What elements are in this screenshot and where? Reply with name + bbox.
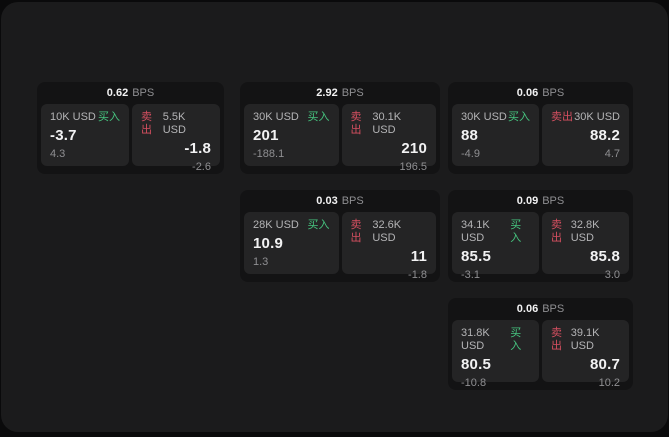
sell-size: 5.5K USD [162, 111, 186, 136]
buy-pane[interactable]: 34.1K USD 买入 85.5 -3.1 [452, 212, 539, 281]
buy-size: 28K USD [253, 219, 299, 231]
buy-side-label: 买入 [508, 111, 530, 123]
buy-side-label: 买入 [510, 219, 522, 244]
buy-price: 85.5 [461, 248, 491, 265]
sell-secondary-value: 196.5 [399, 161, 427, 173]
quote-body: 30K USD 买入 201 -188.1 卖出 30.1K USD 210 1… [240, 104, 440, 173]
bps-header: 0.03 BPS [240, 190, 440, 212]
sell-side-label: 卖出 [350, 111, 362, 136]
buy-price: 10.9 [253, 235, 283, 252]
sell-price: 80.7 [590, 356, 620, 373]
bps-value: 0.06 [516, 303, 539, 315]
quote-body: 30K USD 买入 88 -4.9 卖出 30K USD 88.2 4.7 [448, 104, 633, 170]
bps-unit: BPS [542, 303, 565, 315]
buy-secondary-value: 1.3 [253, 256, 269, 268]
sell-price: -1.8 [184, 140, 211, 157]
quote-card[interactable]: 0.03 BPS 28K USD 买入 10.9 1.3 卖出 32.6K US… [240, 190, 440, 282]
bps-value: 0.03 [316, 195, 338, 207]
buy-pane[interactable]: 28K USD 买入 10.9 1.3 [244, 212, 339, 274]
sell-size: 30.1K USD [372, 111, 402, 136]
buy-secondary-value: -4.9 [461, 148, 480, 160]
sell-side-label: 卖出 [141, 111, 152, 136]
sell-secondary-value: -1.8 [408, 269, 427, 281]
bps-unit: BPS [542, 87, 565, 99]
quote-body: 31.8K USD 买入 80.5 -10.8 卖出 39.1K USD 80.… [448, 320, 633, 389]
buy-size: 10K USD [50, 111, 96, 123]
sell-pane[interactable]: 卖出 30.1K USD 210 196.5 [341, 104, 436, 173]
sell-price: 88.2 [590, 127, 620, 144]
quote-body: 28K USD 买入 10.9 1.3 卖出 32.6K USD 11 -1.8 [240, 212, 440, 281]
sell-pane[interactable]: 卖出 5.5K USD -1.8 -2.6 [132, 104, 220, 173]
sell-pane[interactable]: 卖出 32.8K USD 85.8 3.0 [542, 212, 629, 281]
buy-side-label: 买入 [307, 111, 330, 123]
sell-size: 32.6K USD [372, 219, 402, 244]
buy-pane[interactable]: 10K USD 买入 -3.7 4.3 [41, 104, 129, 166]
quote-body: 34.1K USD 买入 85.5 -3.1 卖出 32.8K USD 85.8… [448, 212, 633, 281]
buy-pane[interactable]: 31.8K USD 买入 80.5 -10.8 [452, 320, 539, 389]
buy-size: 30K USD [461, 111, 507, 123]
buy-secondary-value: -3.1 [461, 269, 480, 281]
buy-side-label: 买入 [510, 327, 522, 352]
bps-unit: BPS [341, 195, 364, 207]
bps-unit: BPS [132, 87, 155, 99]
bps-header: 0.06 BPS [448, 298, 633, 320]
sell-size: 30K USD [574, 111, 620, 123]
bps-header: 0.09 BPS [448, 190, 633, 212]
sell-pane[interactable]: 卖出 39.1K USD 80.7 10.2 [542, 320, 629, 389]
buy-price: -3.7 [50, 127, 77, 144]
bps-header: 0.62 BPS [37, 82, 224, 104]
buy-price: 201 [253, 127, 279, 144]
quote-card[interactable]: 2.92 BPS 30K USD 买入 201 -188.1 卖出 30.1K … [240, 82, 440, 174]
sell-secondary-value: 4.7 [604, 148, 620, 160]
sell-size: 32.8K USD [570, 219, 600, 244]
quote-body: 10K USD 买入 -3.7 4.3 卖出 5.5K USD -1.8 -2.… [37, 104, 224, 173]
quote-card[interactable]: 0.06 BPS 30K USD 买入 88 -4.9 卖出 30K USD 8… [448, 82, 633, 174]
sell-pane[interactable]: 卖出 30K USD 88.2 4.7 [542, 104, 629, 166]
buy-price: 80.5 [461, 356, 491, 373]
sell-secondary-value: 3.0 [604, 269, 620, 281]
bps-header: 2.92 BPS [240, 82, 440, 104]
buy-secondary-value: 4.3 [50, 148, 66, 160]
buy-pane[interactable]: 30K USD 买入 88 -4.9 [452, 104, 539, 166]
sell-side-label: 卖出 [350, 219, 362, 244]
sell-price: 85.8 [590, 248, 620, 265]
bps-header: 0.06 BPS [448, 82, 633, 104]
buy-side-label: 买入 [307, 219, 330, 231]
bps-unit: BPS [542, 195, 565, 207]
buy-side-label: 买入 [98, 111, 120, 123]
buy-size: 34.1K USD [461, 219, 490, 244]
bps-value: 2.92 [316, 87, 338, 99]
quote-card[interactable]: 0.09 BPS 34.1K USD 买入 85.5 -3.1 卖出 32.8K… [448, 190, 633, 282]
buy-size: 31.8K USD [461, 327, 490, 352]
buy-size: 30K USD [253, 111, 299, 123]
sell-size: 39.1K USD [570, 327, 600, 352]
sell-secondary-value: -2.6 [192, 161, 211, 173]
bps-value: 0.62 [106, 87, 129, 99]
buy-secondary-value: -10.8 [461, 377, 487, 389]
buy-pane[interactable]: 30K USD 买入 201 -188.1 [244, 104, 339, 166]
bps-value: 0.09 [516, 195, 539, 207]
bps-unit: BPS [341, 87, 364, 99]
sell-secondary-value: 10.2 [598, 377, 620, 389]
quote-card[interactable]: 0.06 BPS 31.8K USD 买入 80.5 -10.8 卖出 39.1… [448, 298, 633, 390]
sell-side-label: 卖出 [551, 219, 562, 244]
sell-side-label: 卖出 [551, 111, 573, 123]
sell-price: 210 [401, 140, 427, 157]
bps-value: 0.06 [516, 87, 539, 99]
sell-side-label: 卖出 [551, 327, 562, 352]
quote-card[interactable]: 0.62 BPS 10K USD 买入 -3.7 4.3 卖出 5.5K USD… [37, 82, 224, 174]
buy-price: 88 [461, 127, 479, 144]
sell-price: 11 [410, 248, 427, 265]
sell-pane[interactable]: 卖出 32.6K USD 11 -1.8 [341, 212, 436, 281]
buy-secondary-value: -188.1 [253, 148, 285, 160]
